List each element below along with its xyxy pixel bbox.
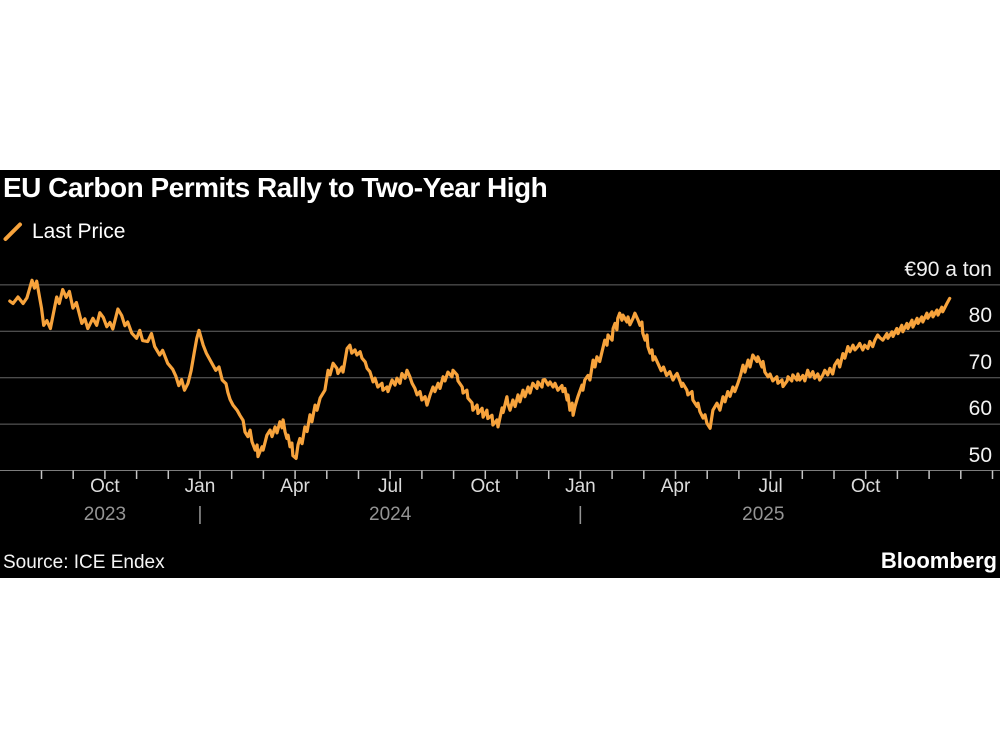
x-axis	[40, 470, 994, 479]
y-axis-label: 50	[968, 443, 992, 467]
legend: Last Price	[3, 220, 125, 244]
x-month-label: Jan	[184, 476, 216, 497]
x-month-label: Jul	[378, 476, 403, 497]
x-month-label: Jan	[565, 476, 596, 497]
legend-label: Last Price	[32, 220, 126, 243]
y-axis-label: 70	[968, 350, 992, 374]
x-month-label: Oct	[470, 476, 501, 497]
x-year-separator: |	[197, 504, 203, 525]
y-axis-label: 80	[968, 304, 992, 328]
x-month-label: Oct	[850, 476, 881, 497]
source-label: Source: ICE Endex	[3, 552, 165, 573]
x-year-label: 2024	[369, 504, 412, 525]
x-month-label: Apr	[280, 476, 310, 497]
x-month-label: Oct	[90, 476, 120, 497]
x-year-label: 2023	[83, 504, 127, 525]
chart-title: EU Carbon Permits Rally to Two-Year High	[3, 172, 548, 203]
x-month-label: Apr	[660, 476, 691, 497]
y-axis-label: 60	[968, 397, 992, 421]
price-line	[8, 278, 952, 460]
x-month-label: Jul	[758, 476, 783, 497]
legend-line-icon	[3, 222, 23, 242]
price-chart	[0, 278, 1000, 479]
x-year-label: 2025	[742, 504, 785, 525]
bloomberg-logo: Bloomberg	[880, 548, 997, 573]
chart-panel: EU Carbon Permits Rally to Two-Year High…	[0, 170, 1000, 578]
y-axis-label: €90 a ton	[904, 257, 992, 281]
x-year-separator: |	[577, 504, 583, 525]
